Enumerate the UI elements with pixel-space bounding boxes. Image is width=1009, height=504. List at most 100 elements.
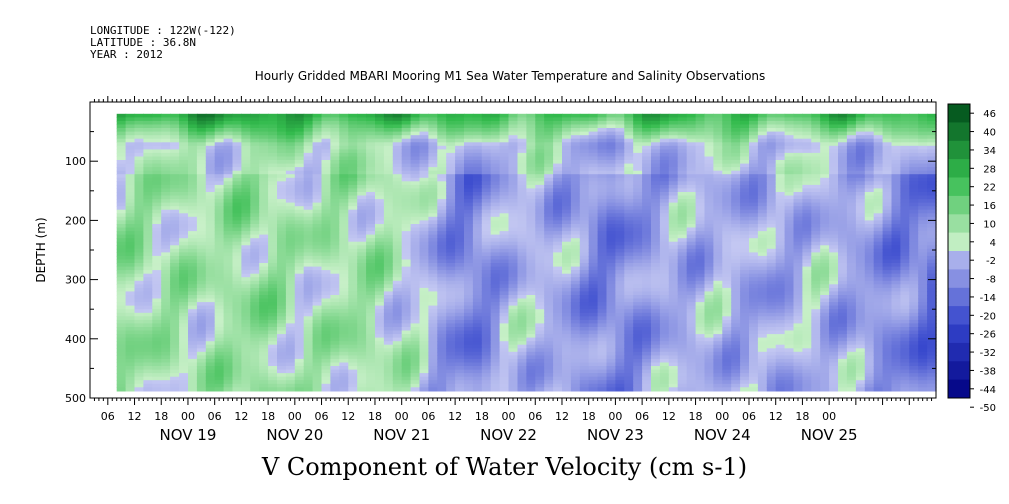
heat-cell <box>268 163 278 168</box>
heat-cell <box>125 192 136 197</box>
heat-cell <box>517 316 527 321</box>
heat-cell <box>285 280 296 285</box>
heat-cell <box>196 170 207 175</box>
heat-cell <box>659 291 670 296</box>
heat-cell <box>188 383 198 388</box>
heat-cell <box>410 291 421 296</box>
heat-cell <box>170 259 180 264</box>
heat-cell <box>401 131 412 136</box>
heat-cell <box>143 252 153 257</box>
heat-cell <box>312 270 323 275</box>
heat-cell <box>294 305 305 310</box>
heat-cell <box>410 369 421 374</box>
heat-cell <box>562 216 572 221</box>
heat-cell <box>642 131 652 136</box>
heat-cell <box>357 149 367 154</box>
heat-cell <box>624 142 634 147</box>
heat-cell <box>659 270 670 275</box>
heat-cell <box>526 287 536 293</box>
heat-cell <box>366 213 376 218</box>
heat-cell <box>553 181 563 186</box>
heat-cell <box>553 323 563 328</box>
heat-cell <box>535 245 545 250</box>
heat-cell <box>383 145 394 150</box>
heat-cell <box>348 220 358 225</box>
heat-cell <box>357 369 367 374</box>
heat-cell <box>392 248 403 253</box>
heat-cell <box>437 195 447 200</box>
heat-cell <box>348 387 358 392</box>
heat-cell <box>606 255 616 261</box>
heat-cell <box>294 287 305 293</box>
heat-cell <box>419 245 429 250</box>
heat-cell <box>277 231 287 236</box>
heat-cell <box>588 387 599 392</box>
heat-cell <box>348 305 358 310</box>
heat-cell <box>606 241 616 246</box>
heat-cell <box>375 152 385 158</box>
heat-cell <box>597 195 608 200</box>
heat-cell <box>161 277 171 282</box>
heat-cell <box>116 369 127 374</box>
heat-cell <box>633 152 643 158</box>
heat-cell <box>232 383 242 388</box>
heat-cell <box>250 160 260 165</box>
heat-cell <box>428 195 438 200</box>
heatmap-cells <box>116 113 937 392</box>
heat-cell <box>588 383 599 388</box>
heat-cell <box>624 351 634 356</box>
heat-cell <box>294 284 305 289</box>
heat-cell <box>401 255 412 261</box>
heat-cell <box>526 327 536 332</box>
heat-cell <box>375 312 385 317</box>
heat-cell <box>579 188 590 193</box>
heat-cell <box>615 252 625 257</box>
heat-cell <box>241 387 251 392</box>
heat-cell <box>134 319 144 325</box>
heat-cell <box>285 149 296 154</box>
heat-cell <box>250 270 260 275</box>
heat-cell <box>481 131 492 136</box>
heat-cell <box>677 355 688 360</box>
heat-cell <box>196 224 207 229</box>
heat-cell <box>544 170 554 175</box>
heat-cell <box>490 302 501 307</box>
heat-cell <box>285 131 296 136</box>
heat-cell <box>366 373 376 378</box>
heat-cell <box>339 273 349 278</box>
heat-cell <box>508 312 518 317</box>
heat-cell <box>517 366 527 371</box>
heat-cell <box>464 167 474 172</box>
heat-cell <box>633 266 643 271</box>
heat-cell <box>383 238 394 243</box>
heat-cell <box>668 376 679 381</box>
heat-cell <box>161 113 171 118</box>
heat-cell <box>535 131 545 136</box>
heat-cell <box>277 216 287 221</box>
heat-cell <box>152 231 162 236</box>
heat-cell <box>383 199 394 204</box>
heat-cell <box>446 341 456 346</box>
heat-cell <box>535 192 545 197</box>
heat-cell <box>579 255 590 261</box>
heat-cell <box>205 319 216 325</box>
heat-cell <box>339 224 349 229</box>
heat-cell <box>526 117 536 122</box>
heat-cell <box>277 341 287 346</box>
heat-cell <box>455 174 465 179</box>
heat-cell <box>446 298 456 303</box>
heat-cell <box>508 302 518 307</box>
heat-cell <box>312 327 323 332</box>
heat-cell <box>250 280 260 285</box>
heat-cell <box>196 195 207 200</box>
heat-cell <box>455 255 465 261</box>
heat-cell <box>535 213 545 218</box>
heat-cell <box>570 195 581 200</box>
heat-cell <box>472 316 483 321</box>
heat-cell <box>277 337 287 342</box>
heat-cell <box>321 341 331 346</box>
heat-cell <box>455 330 465 335</box>
heat-cell <box>294 216 305 221</box>
heat-cell <box>659 241 670 246</box>
heat-cell <box>472 255 483 261</box>
